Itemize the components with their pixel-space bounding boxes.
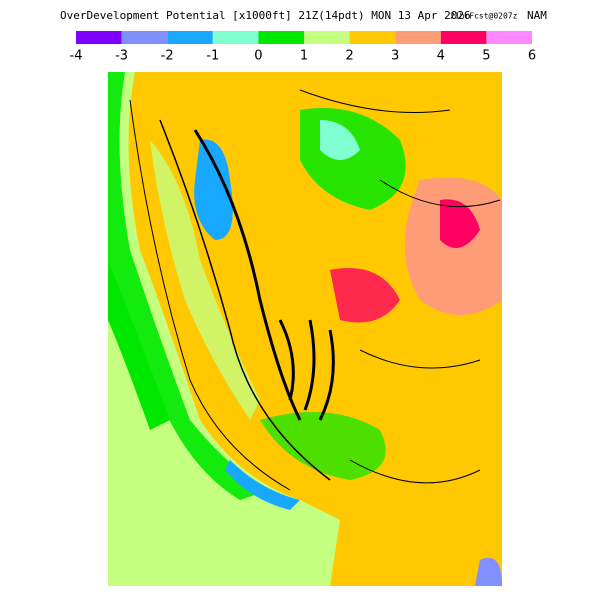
- colorbar-segment: [76, 31, 122, 44]
- contour: [159, 119, 331, 481]
- coastal-band: [108, 72, 270, 500]
- colorbar-segment: [258, 31, 304, 44]
- map: [108, 72, 502, 586]
- forecast-label: 21hrFcst@0207z: [450, 12, 518, 21]
- colorbar-tick-label: 6: [528, 49, 536, 64]
- south-blue: [225, 460, 300, 510]
- colorbar-tick-label: -3: [115, 49, 128, 64]
- valley-green: [150, 140, 260, 420]
- colorbar-segment: [395, 31, 441, 44]
- colorbar: -4 -3 -2 -1 0 1 2 3 4 5 6: [70, 31, 536, 64]
- contour: [299, 89, 501, 484]
- colorbar-segment: [440, 31, 487, 44]
- colorbar-tick-label: -1: [206, 49, 219, 64]
- colorbar-tick-label: -2: [161, 49, 174, 64]
- colorbar-segment: [304, 31, 350, 44]
- colorbar-tick-label: 2: [345, 49, 353, 64]
- colorbar-segment: [212, 31, 259, 44]
- colorbar-segment: [486, 31, 532, 44]
- colorbar-segment: [349, 31, 396, 44]
- colorbar-segment: [121, 31, 168, 44]
- corner-blue: [475, 557, 502, 586]
- colorbar-tick-label: 5: [482, 49, 490, 64]
- colorbar-tick-label: 1: [300, 49, 308, 64]
- ocean-region: [108, 72, 340, 586]
- model-label: NAM: [527, 9, 547, 22]
- contour: [129, 99, 291, 491]
- contour: [193, 129, 302, 421]
- colorbar-tick-label: -4: [70, 49, 83, 64]
- colorbar-tick-label: 3: [391, 49, 399, 64]
- colorbar-tick-label: 4: [437, 49, 445, 64]
- central-red: [330, 268, 400, 323]
- title: OverDevelopment Potential [x1000ft] 21Z(…: [60, 9, 471, 22]
- east-red: [440, 199, 480, 248]
- valley-blue: [194, 139, 233, 240]
- north-aqua: [320, 120, 360, 160]
- offshore-band: [108, 260, 170, 430]
- colorbar-segment: [167, 31, 213, 44]
- colorbar-tick-label: 0: [254, 49, 262, 64]
- south-green: [260, 412, 386, 480]
- contour: [278, 319, 335, 421]
